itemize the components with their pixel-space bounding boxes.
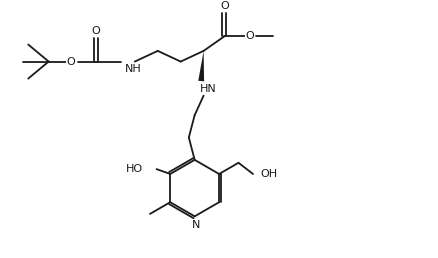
Text: O: O	[245, 31, 254, 41]
Polygon shape	[198, 51, 204, 81]
Text: O: O	[92, 26, 100, 36]
Text: NH: NH	[124, 64, 141, 74]
Text: OH: OH	[261, 169, 278, 179]
Text: O: O	[220, 1, 229, 11]
Text: O: O	[66, 57, 75, 67]
Text: HN: HN	[200, 84, 216, 94]
Text: N: N	[191, 220, 200, 230]
Text: HO: HO	[126, 164, 144, 174]
